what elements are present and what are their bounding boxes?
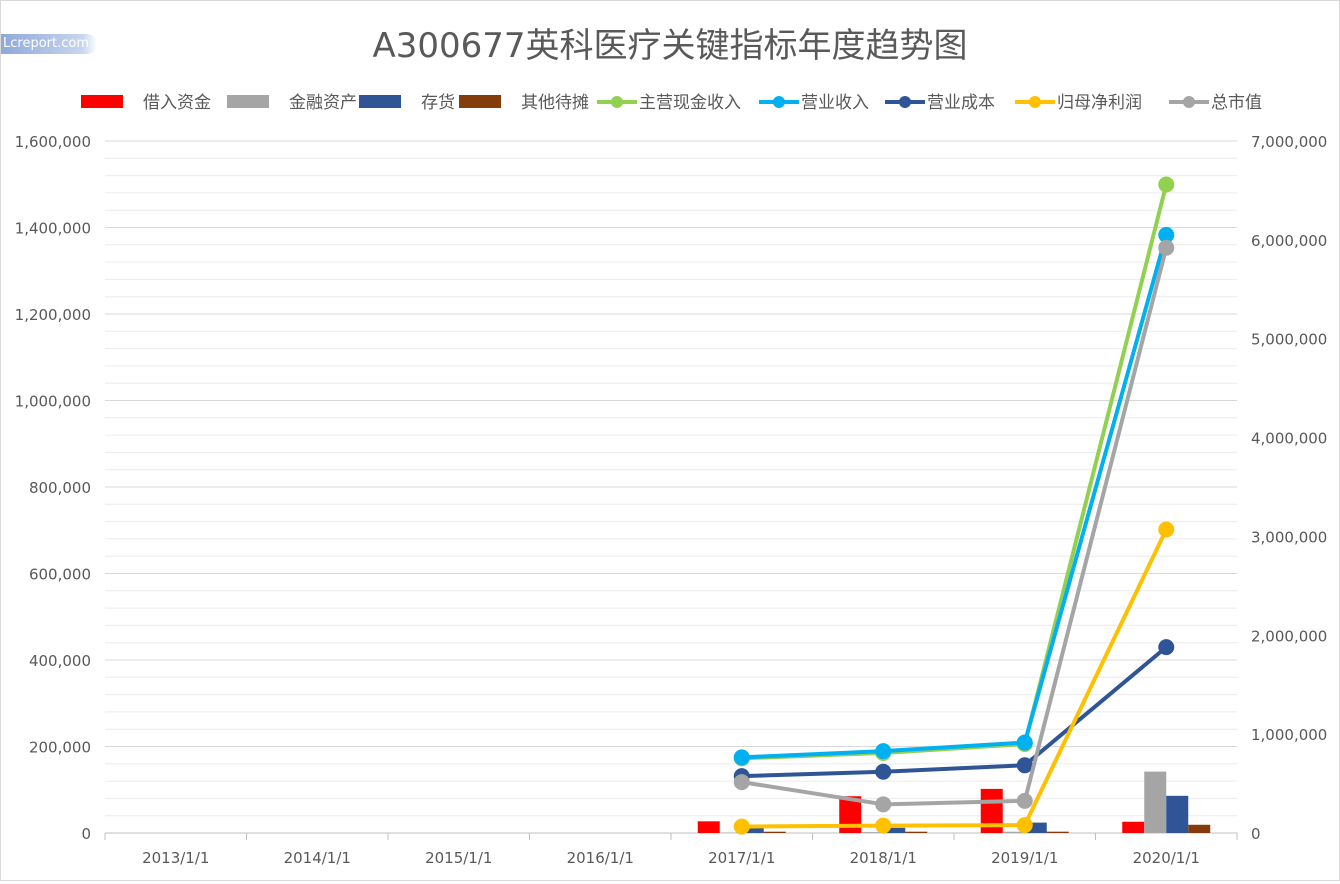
x-tick-label: 2020/1/1 [1133,849,1200,867]
data-point [1017,793,1033,809]
legend-marker [773,96,785,108]
y-left-tick-label: 1,600,000 [15,133,91,151]
grid-lines [105,141,1237,816]
y-left-tick-label: 1,000,000 [15,393,91,411]
data-point [734,749,750,765]
legend-marker [611,96,623,108]
y-left-tick-label: 200,000 [29,739,91,757]
legend-item: 营业收入 [759,93,869,113]
legend: 借入资金 金融资产 存货 其他待摊 主营现金收入 营业收入 营业成本 归母净利润 总市值 [81,93,1262,113]
legend-item: 归母净利润 [1015,93,1142,113]
bar [1166,796,1188,833]
series-line [742,530,1167,827]
y-left-tick-label: 1,400,000 [15,220,91,238]
legend-label: 存货 [421,93,455,113]
line-series-group [734,176,1175,834]
data-point [1017,817,1033,833]
legend-item: 主营现金收入 [597,93,741,113]
series-line [742,184,1167,758]
legend-item: 借入资金 [81,93,211,113]
legend-label: 金融资产 [289,93,357,113]
watermark-badge: Lcreport.com [1,34,97,54]
data-point [1017,757,1033,773]
data-point [1158,639,1174,655]
y-left-tick-label: 600,000 [29,566,91,584]
data-point [1158,522,1174,538]
y-right-tick-label: 5,000,000 [1251,331,1327,349]
y-right-tick-label: 1,000,000 [1251,726,1327,744]
legend-marker [1029,96,1041,108]
x-axis: 2013/1/1 2014/1/1 2015/1/1 2016/1/1 2017/1/1… [105,833,1237,867]
x-tick-label: 2016/1/1 [567,849,634,867]
legend-label: 营业收入 [801,93,869,113]
x-tick-label: 2014/1/1 [284,849,351,867]
line-series [734,240,1175,813]
data-point [875,743,891,759]
legend-label: 归母净利润 [1057,93,1142,113]
chart-title: A300677英科医疗关键指标年度趋势图 [372,26,967,66]
y-left-tick-label: 0 [81,825,91,843]
legend-item: 总市值 [1169,93,1262,113]
y-axis-right: 0 1,000,000 2,000,000 3,000,000 4,000,000 5,0… [1251,133,1327,843]
legend-item: 其他待摊 [459,93,589,113]
y-left-tick-label: 1,200,000 [15,306,91,324]
legend-label: 其他待摊 [521,93,589,113]
bar [1144,772,1166,833]
legend-swatch [81,95,123,108]
line-series [734,522,1175,835]
data-point [875,818,891,834]
y-right-tick-label: 2,000,000 [1251,627,1327,645]
x-tick-label: 2019/1/1 [991,849,1058,867]
legend-label: 主营现金收入 [639,93,741,113]
bar [764,832,786,833]
data-point [1158,240,1174,256]
y-axis-left: 0 200,000 400,000 600,000 800,000 1,000,000 1,… [15,133,91,843]
y-right-tick-label: 0 [1251,825,1261,843]
legend-label: 借入资金 [143,93,211,113]
legend-swatch [227,95,269,108]
y-right-tick-label: 6,000,000 [1251,232,1327,250]
legend-marker [899,96,911,108]
bar [1188,825,1210,833]
line-series [734,227,1175,765]
legend-label: 总市值 [1211,93,1262,113]
data-point [1017,735,1033,751]
y-right-tick-label: 7,000,000 [1251,133,1327,151]
legend-marker [1183,96,1195,108]
legend-swatch [359,95,401,108]
y-left-tick-label: 400,000 [29,652,91,670]
legend-item: 存货 [359,93,455,113]
x-tick-label: 2017/1/1 [708,849,775,867]
x-tick-label: 2018/1/1 [850,849,917,867]
data-point [734,774,750,790]
data-point [875,796,891,812]
bar [905,832,927,833]
x-tick-label: 2015/1/1 [425,849,492,867]
legend-item: 金融资产 [227,93,357,113]
data-point [1158,176,1174,192]
legend-swatch [459,95,501,108]
y-left-tick-label: 800,000 [29,479,91,497]
bar [1122,822,1144,833]
data-point [875,764,891,780]
y-right-tick-label: 4,000,000 [1251,430,1327,448]
legend-label: 营业成本 [927,93,995,113]
y-right-tick-label: 3,000,000 [1251,528,1327,546]
bar [698,821,720,833]
data-point [734,819,750,835]
legend-item: 营业成本 [885,93,995,113]
x-tick-label: 2013/1/1 [142,849,209,867]
bar [1047,832,1069,833]
